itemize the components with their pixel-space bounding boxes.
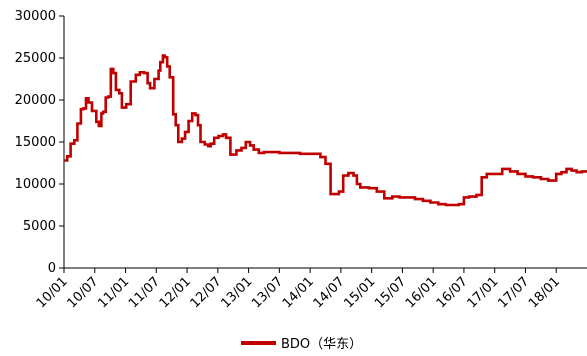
y-tick-label: 15000	[15, 135, 56, 150]
x-tick-label: 16/01	[403, 274, 440, 311]
y-tick-label: 0	[48, 261, 56, 276]
y-tick-label: 20000	[15, 93, 56, 108]
series-layer	[65, 56, 587, 206]
y-tick-label: 5000	[23, 219, 56, 234]
x-tick-label: 16/07	[434, 274, 471, 311]
x-tick-label: 18/01	[526, 274, 563, 311]
y-tick-label: 10000	[15, 177, 56, 192]
x-tick-label: 12/01	[157, 274, 194, 311]
x-tick-label: 15/07	[372, 274, 409, 311]
x-tick-label: 14/01	[280, 274, 317, 311]
x-tick-label: 13/07	[249, 274, 286, 311]
x-tick-label: 11/07	[126, 274, 163, 311]
y-tick-label: 25000	[15, 51, 56, 66]
x-tick-label: 11/01	[95, 274, 132, 311]
legend: BDO（华东）	[241, 337, 362, 352]
x-tick-label: 17/01	[464, 274, 501, 311]
y-tick-label: 30000	[15, 9, 56, 24]
series-line	[65, 56, 587, 206]
y-axis: 0 5000 10000 15000 20000 25000 30000	[15, 9, 64, 276]
x-axis: 10/0110/0711/0111/0712/0112/0713/0113/07…	[34, 268, 587, 311]
x-tick-label: 12/07	[188, 274, 225, 311]
x-tick-label: 17/07	[495, 274, 532, 311]
x-tick-label: 13/01	[218, 274, 255, 311]
x-tick-label: 15/01	[341, 274, 378, 311]
x-tick-label: 10/07	[64, 274, 101, 311]
x-tick-label: 14/07	[311, 274, 348, 311]
legend-label: BDO（华东）	[281, 337, 362, 352]
x-tick-label: 10/01	[34, 274, 71, 311]
